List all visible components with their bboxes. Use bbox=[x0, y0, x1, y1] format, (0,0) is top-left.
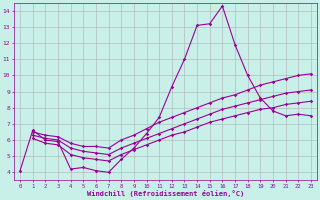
X-axis label: Windchill (Refroidissement éolien,°C): Windchill (Refroidissement éolien,°C) bbox=[87, 190, 244, 197]
